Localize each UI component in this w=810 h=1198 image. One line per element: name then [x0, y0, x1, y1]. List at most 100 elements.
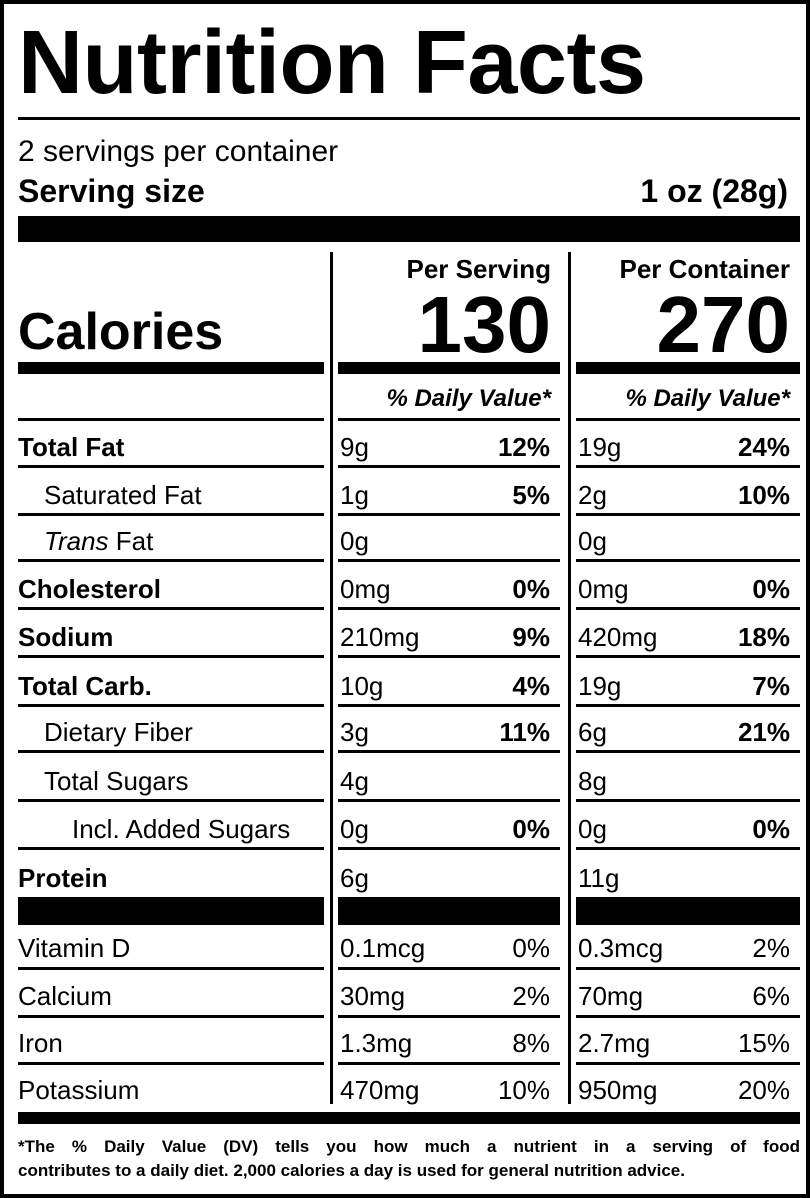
nutrient-rule-4-1 [338, 655, 560, 658]
container-amount: 0g [578, 814, 607, 844]
container-daily-value: 6% [752, 981, 790, 1011]
label-title: Nutrition Facts [18, 13, 646, 113]
nutrient-rule-3-0 [18, 607, 324, 610]
vitamin-rule-0-1 [338, 967, 560, 970]
container-daily-value: 24% [737, 432, 790, 462]
nutrient-rule-0-1 [338, 465, 560, 468]
nutrient-rule-3-1 [338, 607, 560, 610]
serving-amount: 1g [340, 480, 369, 510]
nutrient-rule-1-0 [18, 513, 324, 516]
nutrient-rule-4-0 [18, 655, 324, 658]
serving-daily-value: 5% [512, 480, 550, 510]
nutrient-label: Total Sugars [44, 766, 189, 796]
nutrient-rule-5-2 [576, 704, 800, 707]
nutrient-label: Trans Fat [44, 526, 153, 556]
serving-amount: 3g [340, 717, 369, 747]
nutrient-label: Saturated Fat [44, 480, 202, 510]
serving-amount: 0mg [340, 574, 391, 604]
header-rule-dv-2 [576, 418, 800, 421]
daily-value-heading-container: % Daily Value* [625, 385, 790, 412]
nutrient-rule-0-2 [576, 465, 800, 468]
calories-rule-left [18, 362, 324, 374]
serving-size-label: Serving size [18, 173, 205, 209]
serving-amount: 9g [340, 432, 369, 462]
serving-daily-value: 8% [512, 1028, 550, 1058]
nutrient-label: Total Fat [18, 432, 125, 462]
serving-amount: 210mg [340, 622, 420, 652]
serving-daily-value: 10% [497, 1075, 550, 1105]
per-container-heading: Per Container [619, 254, 791, 284]
column-divider-1 [330, 252, 333, 1104]
nutrient-label: Protein [18, 863, 108, 893]
serving-daily-value: 0% [512, 933, 550, 963]
nutrient-rule-0-0 [18, 465, 324, 468]
vitamin-rule-left [18, 897, 324, 925]
serving-daily-value: 2% [512, 981, 550, 1011]
nutrient-rule-7-1 [338, 799, 560, 802]
vitamin-rule-0-0 [18, 967, 324, 970]
serving-daily-value: 12% [497, 432, 550, 462]
vitamin-rule-mid [338, 897, 560, 925]
vitamin-rule-2-0 [18, 1062, 324, 1065]
nutrient-label-rest: Fat [108, 526, 154, 556]
serving-amount: 10g [340, 671, 384, 701]
vitamin-rule-1-1 [338, 1015, 560, 1018]
calories-per-serving: 130 [417, 280, 551, 369]
container-amount: 0mg [578, 574, 629, 604]
container-daily-value: 10% [737, 480, 790, 510]
vitamin-label: Vitamin D [18, 933, 131, 963]
nutrient-rule-8-1 [338, 847, 560, 850]
vitamin-rule-2-1 [338, 1062, 560, 1065]
nutrient-label: Total Carb. [18, 671, 152, 701]
per-serving-heading: Per Serving [406, 254, 551, 284]
nutrient-rule-6-0 [18, 750, 324, 753]
container-amount: 2g [578, 480, 607, 510]
serving-amount: 0g [340, 814, 369, 844]
nutrient-rule-2-0 [18, 559, 324, 562]
serving-amount: 1.3mg [340, 1028, 413, 1058]
nutrient-label: Incl. Added Sugars [72, 814, 291, 844]
vitamin-rule-1-2 [576, 1015, 800, 1018]
serving-amount: 30mg [340, 981, 406, 1011]
container-amount: 950mg [578, 1075, 658, 1105]
vitamin-label: Potassium [18, 1075, 140, 1105]
nutrient-rule-5-1 [338, 704, 560, 707]
header-rule-dv-1 [338, 418, 560, 421]
serving-daily-value: 0% [512, 574, 550, 604]
nutrient-rule-7-0 [18, 799, 324, 802]
calories-per-container: 270 [656, 280, 790, 369]
nutrient-rule-8-2 [576, 847, 800, 850]
serving-amount: 0.1mcg [340, 933, 426, 963]
nutrient-rule-2-2 [576, 559, 800, 562]
nutrient-rule-2-1 [338, 559, 560, 562]
container-amount: 19g [578, 432, 622, 462]
container-amount: 8g [578, 766, 607, 796]
container-daily-value: 20% [737, 1075, 790, 1105]
container-daily-value: 0% [752, 574, 790, 604]
container-daily-value: 2% [752, 933, 790, 963]
bottom-rule [18, 1112, 800, 1124]
container-daily-value: 21% [737, 717, 790, 747]
thick-rule-top [18, 216, 800, 242]
daily-value-heading-serving: % Daily Value* [386, 385, 551, 412]
container-amount: 6g [578, 717, 607, 747]
nutrient-rule-4-2 [576, 655, 800, 658]
nutrient-rule-1-1 [338, 513, 560, 516]
container-daily-value: 7% [752, 671, 790, 701]
nutrient-label-italic: Trans [44, 526, 109, 556]
serving-amount: 0g [340, 526, 369, 556]
container-daily-value: 0% [752, 814, 790, 844]
nutrient-rule-1-2 [576, 513, 800, 516]
vitamin-label: Iron [18, 1028, 63, 1058]
nutrient-label: Sodium [18, 622, 114, 652]
serving-amount: 470mg [340, 1075, 420, 1105]
container-daily-value: 18% [737, 622, 790, 652]
serving-daily-value: 9% [512, 622, 550, 652]
nutrient-rule-5-0 [18, 704, 324, 707]
container-amount: 0g [578, 526, 607, 556]
serving-amount: 4g [340, 766, 369, 796]
serving-daily-value: 4% [512, 671, 550, 701]
nutrient-rule-7-2 [576, 799, 800, 802]
footnote-line-2: contributes to a daily diet. 2,000 calor… [18, 1161, 685, 1180]
servings-per-container: 2 servings per container [18, 135, 339, 168]
